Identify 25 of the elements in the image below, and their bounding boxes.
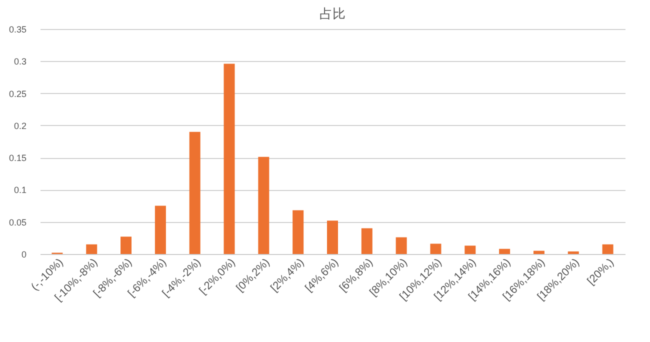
y-tick-label: 0.3 xyxy=(14,56,26,67)
bar xyxy=(602,244,614,254)
bar xyxy=(189,132,200,254)
bar xyxy=(533,250,544,254)
bar xyxy=(464,246,476,254)
bar xyxy=(396,237,407,254)
bar xyxy=(568,251,579,254)
y-tick-label: 0 xyxy=(21,250,26,260)
y-tick-label: 0.25 xyxy=(8,88,26,99)
bar xyxy=(154,206,166,254)
bar xyxy=(292,210,304,254)
y-tick-label: 0.15 xyxy=(8,153,26,164)
y-tick-label: 0.35 xyxy=(8,24,26,34)
bar xyxy=(430,244,442,254)
bar xyxy=(327,220,338,254)
chart-title: 占比 xyxy=(320,6,346,21)
y-tick-label: 0.1 xyxy=(14,185,26,196)
bar xyxy=(499,248,510,254)
bar xyxy=(120,236,132,254)
y-tick-label: 0.2 xyxy=(14,120,26,131)
bar xyxy=(224,64,235,254)
bar xyxy=(86,244,98,254)
bar xyxy=(361,228,372,254)
bar xyxy=(258,156,270,254)
y-tick-label: 0.05 xyxy=(8,217,26,228)
